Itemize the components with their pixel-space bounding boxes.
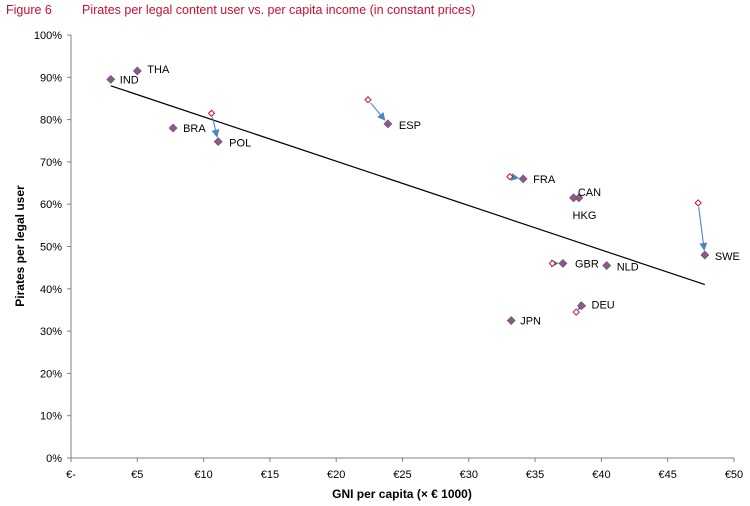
point-label: THA	[147, 64, 170, 76]
change-arrow	[370, 102, 386, 121]
x-ticks: €- €5 €10 €15 €20 €25 €30 €35 €40 €45 €50	[66, 458, 743, 481]
change-arrow	[698, 206, 708, 251]
y-tick-label: 30%	[40, 326, 62, 338]
figure-label: Figure 6	[6, 3, 52, 17]
previous-point-marker	[506, 172, 514, 181]
x-tick-label: €50	[725, 469, 743, 481]
point-marker	[213, 137, 223, 147]
point-label: DEU	[592, 300, 615, 312]
y-tick-label: 40%	[40, 284, 62, 296]
point-marker	[569, 193, 578, 203]
point-label: IND	[120, 74, 139, 86]
point-marker	[558, 258, 568, 268]
y-tick-label: 50%	[40, 242, 62, 254]
change-arrow	[510, 172, 520, 181]
point-label: NLD	[617, 262, 639, 274]
point-marker	[132, 66, 142, 76]
point-marker	[383, 119, 393, 129]
point-marker	[506, 316, 516, 325]
y-tick-label: 0%	[46, 453, 62, 465]
x-tick-label: €30	[460, 469, 478, 481]
axes	[70, 35, 734, 459]
x-tick-label: €45	[659, 469, 677, 481]
point-label: JPN	[520, 316, 541, 328]
current-markers	[106, 66, 710, 325]
x-tick-label: €20	[327, 469, 345, 481]
point-marker	[700, 250, 710, 260]
y-tick-label: 100%	[34, 30, 62, 42]
previous-point-marker	[548, 259, 557, 268]
point-label: FRA	[533, 174, 556, 186]
change-arrow	[211, 117, 220, 138]
point-label: HKG	[573, 210, 597, 222]
x-tick-label: €25	[393, 469, 411, 481]
figure-header: Figure 6 Pirates per legal content user v…	[6, 3, 475, 17]
change-arrows	[211, 102, 708, 311]
x-tick-label: €40	[592, 469, 610, 481]
previous-point-marker	[207, 109, 216, 117]
x-tick-label: €15	[261, 469, 279, 481]
y-tick-label: 80%	[40, 115, 62, 127]
x-tick-label: €5	[131, 469, 143, 481]
y-tick-label: 70%	[40, 157, 62, 169]
point-marker	[106, 74, 116, 84]
x-tick-label: €10	[194, 469, 212, 481]
previous-point-marker	[364, 96, 372, 104]
y-tick-label: 20%	[40, 368, 62, 380]
figure-title: Pirates per legal content user vs. per c…	[82, 3, 476, 17]
previous-markers	[207, 96, 702, 316]
y-tick-label: 90%	[40, 72, 62, 84]
point-marker	[168, 123, 178, 133]
point-marker	[518, 174, 528, 184]
previous-point-marker	[694, 199, 702, 207]
y-axis-title: Pirates per legal user	[13, 185, 27, 307]
point-marker	[577, 301, 586, 311]
x-axis-title: GNI per capita (× € 1000)	[332, 487, 472, 501]
point-labels: IND THA BRA POL ESP FRA CAN HKG GBR NLD DEU JPN SWE	[120, 64, 740, 328]
previous-point-marker	[572, 308, 580, 316]
point-label: ESP	[399, 120, 421, 132]
y-tick-label: 60%	[40, 199, 62, 211]
point-marker	[602, 261, 612, 270]
y-ticks: 0% 10% 20% 30% 40% 50% 60% 70% 80% 90% 100%	[34, 30, 71, 465]
point-label: CAN	[578, 187, 601, 199]
x-tick-label: €35	[526, 469, 544, 481]
point-label: SWE	[715, 251, 740, 263]
point-label: GBR	[575, 258, 599, 270]
x-tick-label: €-	[66, 469, 76, 481]
point-label: POL	[229, 138, 251, 150]
y-tick-label: 10%	[40, 411, 62, 423]
trendline-group	[110, 85, 706, 286]
point-label: BRA	[183, 123, 206, 135]
trendline	[110, 85, 706, 286]
